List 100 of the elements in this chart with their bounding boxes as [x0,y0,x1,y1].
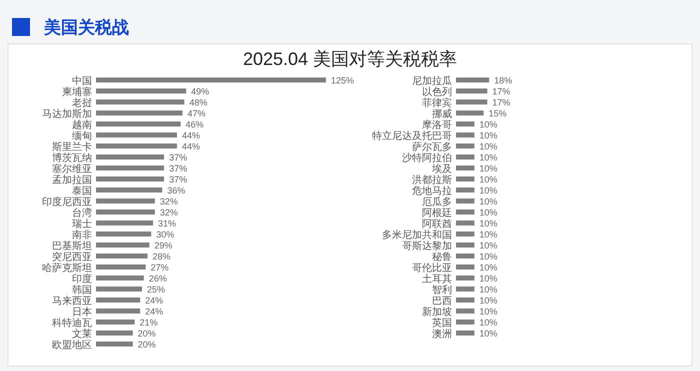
y-tick-label: 澳洲 [432,328,452,340]
y-tick-label: 秘鲁 [432,251,452,263]
data-label: 10% [479,218,498,228]
y-tick-label: 日本 [72,306,92,318]
bar [456,188,474,192]
y-tick-label: 斯里兰卡 [52,141,92,153]
bar [96,78,326,82]
data-label: 24% [145,306,164,316]
data-label: 10% [479,296,498,306]
y-tick-label: 塞尔维亚 [52,163,92,175]
y-tick-label: 缅甸 [72,130,92,142]
bar [96,100,184,104]
data-label: 31% [158,218,176,228]
data-label: 25% [147,284,166,294]
bar [456,210,474,214]
data-label: 10% [479,208,498,218]
data-label: 44% [182,130,200,140]
bar [456,298,474,302]
data-label: 49% [191,86,210,96]
data-label: 10% [479,328,498,338]
bar [96,330,133,336]
y-tick-label: 多米尼加共和国 [382,229,452,241]
data-label: 46% [186,120,204,130]
y-tick-label: 洪都拉斯 [412,174,452,186]
data-label: 10% [479,252,498,262]
y-tick-label: 土耳其 [422,273,452,285]
y-tick-label: 尼加拉瓜 [412,75,452,87]
chart-title: 2025.04 美国对等关税税率 [242,49,458,69]
y-tick-label: 特立尼达及托巴哥 [372,130,452,142]
bar [96,242,150,248]
bar [456,100,488,104]
data-label: 125% [331,76,354,86]
data-label: 26% [148,274,167,284]
bar [456,154,474,160]
data-label: 15% [488,108,507,118]
data-label: 37% [169,152,188,162]
bar [96,220,154,226]
y-tick-label: 埃及 [431,163,452,175]
data-label: 30% [156,230,174,240]
data-label: 24% [145,296,164,306]
bar [96,166,164,170]
y-tick-label: 英国 [432,317,452,329]
bar [456,78,490,82]
y-tick-label: 柬埔寨 [62,86,92,98]
bar [96,298,140,302]
bar [96,110,182,116]
data-label: 28% [152,252,171,262]
data-label: 10% [479,318,498,328]
bar [96,342,133,346]
data-label: 10% [479,130,498,140]
bar [456,232,474,236]
data-label: 10% [479,284,498,294]
bar [96,232,152,236]
y-tick-label: 厄瓜多 [422,196,452,208]
y-tick-label: 哥伦比亚 [412,262,452,274]
bar [456,264,474,270]
y-tick-label: 泰国 [72,186,92,197]
data-label: 10% [479,230,498,240]
y-tick-label: 越南 [72,119,92,131]
data-label: 10% [479,306,498,316]
bar [456,144,474,148]
bar [456,176,474,182]
bar [456,198,474,204]
data-label: 47% [187,108,206,118]
data-label: 32% [160,196,178,206]
data-label: 37% [169,174,188,184]
y-tick-label: 南非 [72,229,92,241]
bar [96,188,162,192]
y-tick-label: 巴西 [432,296,452,307]
data-label: 10% [479,152,498,162]
data-label: 20% [138,340,156,350]
bar [456,330,474,336]
data-label: 10% [479,164,498,174]
y-tick-label: 欧盟地区 [52,339,92,351]
y-tick-label: 巴基斯坦 [52,240,92,252]
bar [96,276,144,280]
data-label: 17% [492,86,510,96]
data-label: 20% [138,328,156,338]
y-tick-label: 中国 [72,75,92,87]
bar [456,110,484,116]
y-tick-label: 沙特阿拉伯 [402,152,452,164]
bar [96,144,177,148]
data-label: 36% [167,186,186,196]
bar [456,132,474,138]
data-label: 10% [479,174,498,184]
y-tick-label: 摩洛哥 [422,119,452,131]
data-label: 18% [494,76,512,86]
y-tick-label: 菲律宾 [422,97,452,109]
data-label: 21% [140,318,158,328]
data-label: 29% [154,240,172,250]
y-tick-label: 孟加拉国 [52,174,92,186]
bar [456,320,474,324]
y-tick-label: 印度尼西亚 [42,196,92,208]
y-tick-label: 哥斯达黎加 [402,240,452,252]
bar [456,286,474,292]
bar [456,122,474,126]
bar [456,220,474,226]
y-tick-label: 哈萨克斯坦 [42,262,92,274]
bar [96,176,164,182]
bar [96,122,181,126]
